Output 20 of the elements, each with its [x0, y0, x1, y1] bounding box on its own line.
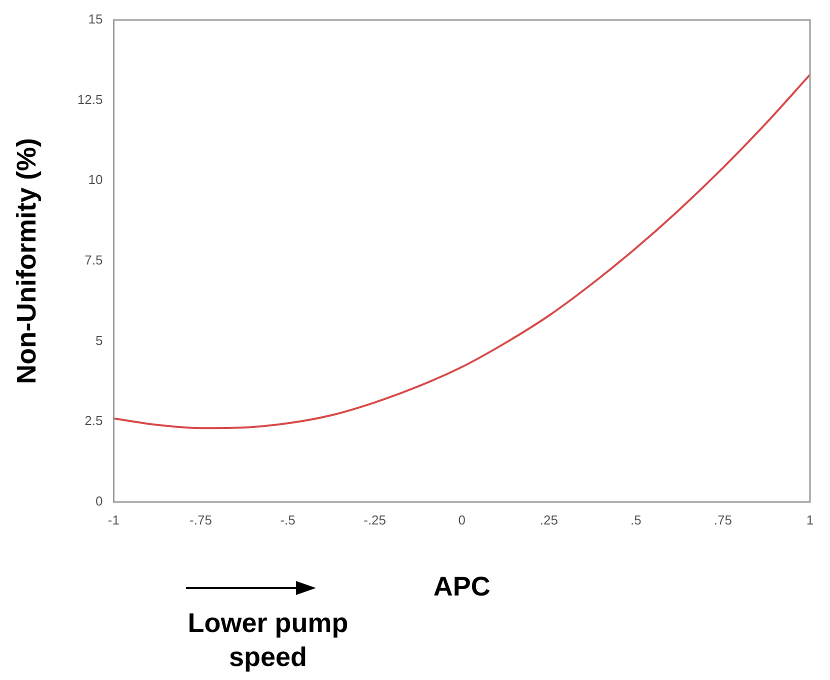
x-tick-label: .75 — [714, 512, 732, 528]
y-tick-label: 15 — [88, 12, 103, 27]
text: Lower pump speed — [186, 607, 350, 674]
y-tick-label: 0 — [95, 494, 103, 509]
x-tick-label: .5 — [630, 512, 642, 528]
y-tick-label: 5 — [95, 332, 103, 348]
x-tick-label: 0 — [458, 512, 466, 528]
x-tick-label: -1 — [108, 512, 120, 528]
x-tick-label: 1 — [806, 512, 814, 528]
y-axis-title: Non-Uniformity (%) — [12, 138, 42, 384]
x-tick-label: -.25 — [364, 512, 386, 528]
x-axis-title: APC — [433, 571, 490, 602]
line-series — [114, 74, 810, 430]
x-tick-label: .25 — [540, 512, 558, 528]
y-tick-label: 2.5 — [84, 413, 103, 428]
x-tick-label: -.5 — [280, 512, 296, 528]
y-tick-label: 12.5 — [77, 92, 103, 107]
x-tick-label: -.75 — [190, 512, 212, 528]
y-tick-label: 10 — [88, 172, 103, 188]
y-tick-label: 7.5 — [84, 252, 103, 268]
